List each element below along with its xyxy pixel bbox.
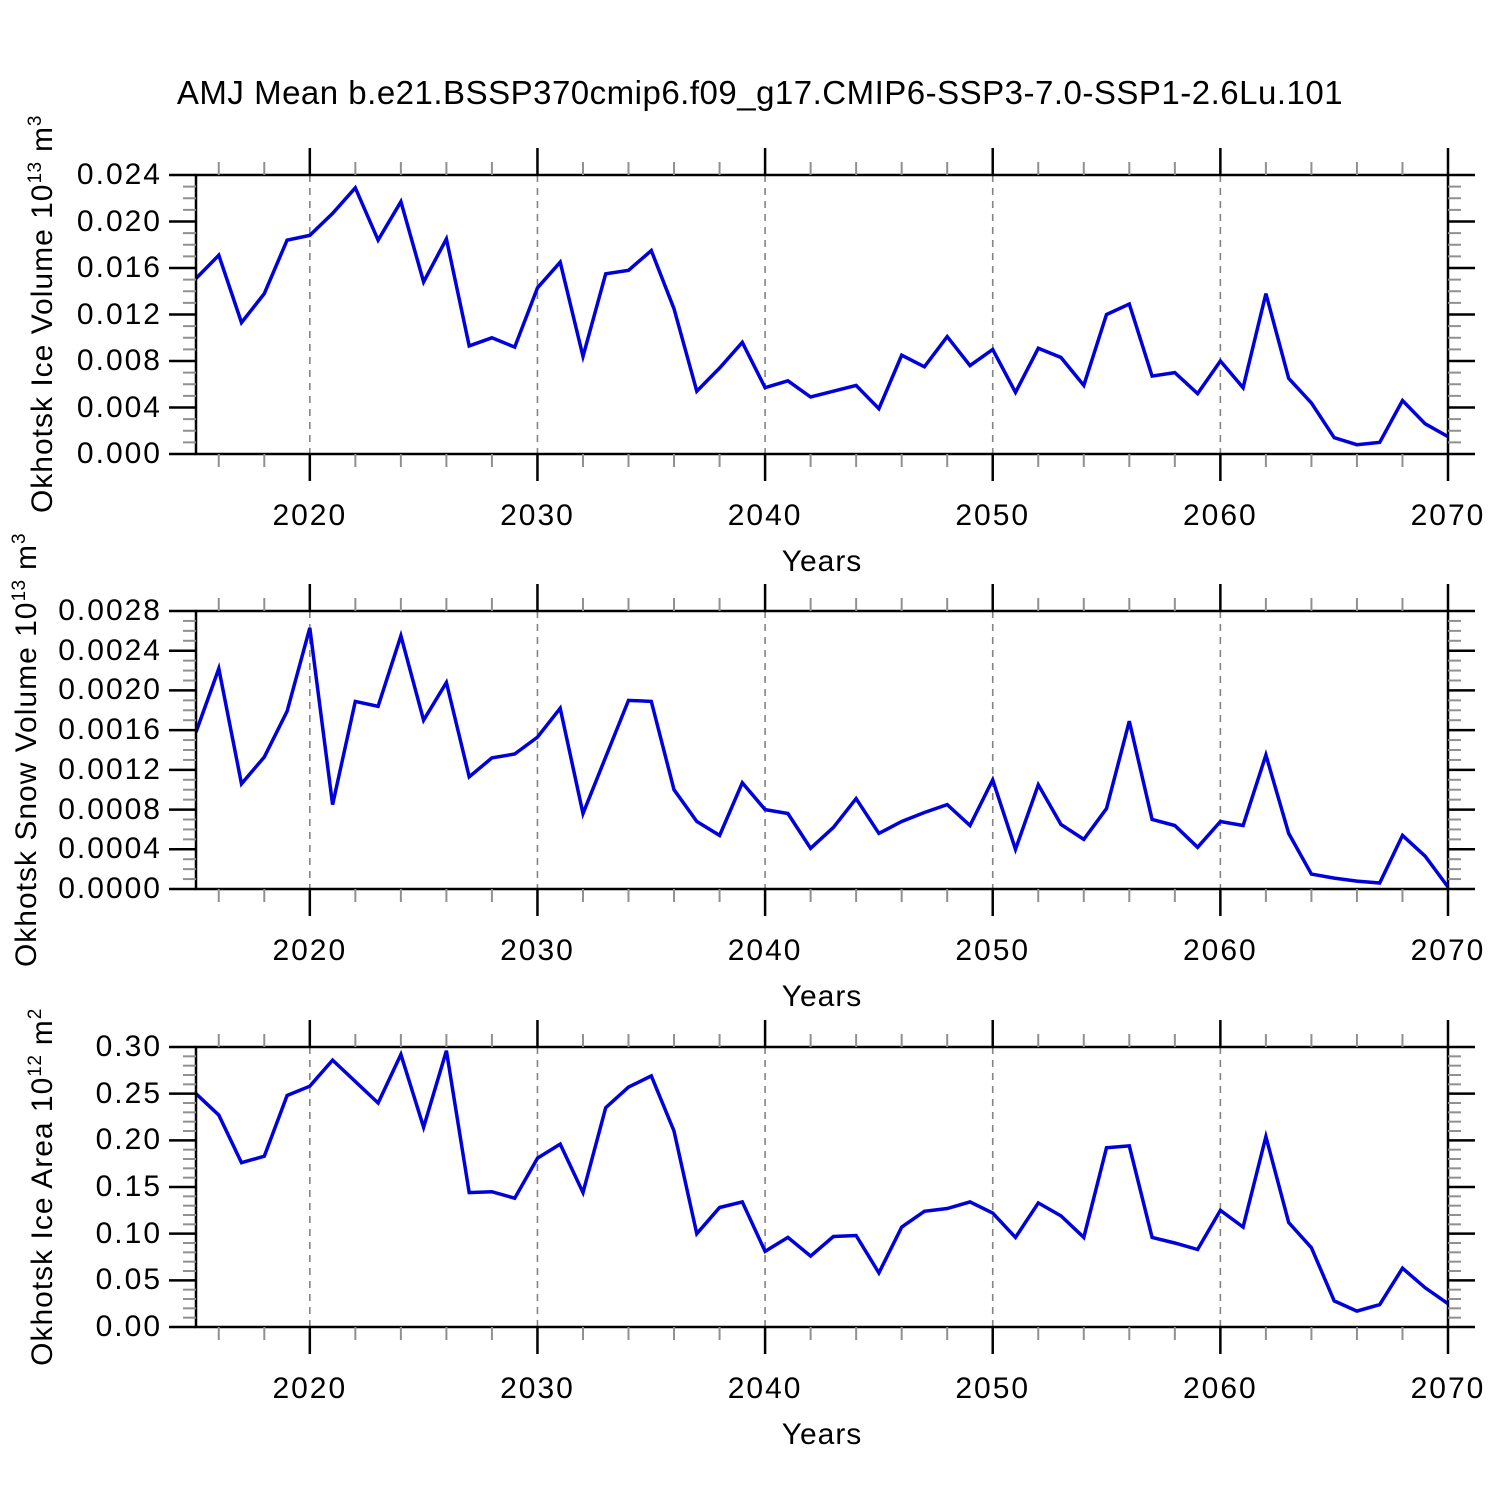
y-tick-label: 0.15 [95, 1170, 162, 1203]
x-tick-label: 2050 [955, 934, 1031, 967]
x-tick-label: 2050 [955, 1372, 1031, 1405]
x-tick-label: 2030 [500, 1372, 575, 1405]
y-tick-label: 0.0016 [58, 713, 162, 747]
x-tick-label: 2030 [500, 499, 575, 532]
y-tick-label: 0.0000 [58, 872, 162, 905]
y-tick-label: 0.024 [76, 158, 162, 191]
okhotsk-snow-volume-line [194, 627, 1450, 889]
x-tick-label: 2030 [500, 934, 575, 967]
y-tick-label: 0.000 [76, 437, 162, 470]
x-axis-label-panel-3: Years [781, 1418, 863, 1451]
y-tick-label: 0.0008 [58, 792, 162, 826]
x-tick-label: 2070 [1410, 1372, 1486, 1405]
x-tick-label: 2020 [272, 499, 348, 532]
x-tick-label: 2070 [1410, 499, 1486, 532]
y-tick-label: 0.0004 [58, 832, 162, 866]
x-axis-label-panel-1: Years [781, 545, 863, 578]
x-tick-label: 2060 [1182, 1372, 1258, 1405]
y-tick-label: 0.30 [95, 1030, 162, 1063]
y-tick-label: 0.016 [76, 251, 162, 284]
x-tick-label: 2050 [955, 499, 1031, 532]
x-axis-label-panel-2: Years [781, 980, 863, 1013]
x-tick-label: 2040 [727, 1372, 803, 1405]
y-tick-label: 0.10 [95, 1216, 162, 1250]
y-tick-label: 0.25 [95, 1076, 162, 1110]
y-tick-label: 0.20 [95, 1123, 162, 1157]
y-tick-label: 0.0024 [58, 633, 162, 667]
okhotsk-ice-volume-line [194, 184, 1449, 447]
x-tick-label: 2040 [727, 934, 803, 967]
y-tick-label: 0.0012 [58, 752, 162, 786]
y-tick-label: 0.0028 [58, 594, 162, 627]
y-axis-title-unit: m [10, 544, 43, 580]
y-tick-label: 0.0020 [58, 673, 162, 707]
y-tick-label: 0.020 [76, 204, 162, 238]
x-tick-label: 2020 [272, 1372, 348, 1405]
y-axis-title-unit-exponent: 3 [9, 532, 30, 545]
x-tick-label: 2060 [1182, 499, 1258, 532]
x-tick-label: 2040 [727, 499, 803, 532]
y-axis-title-unit-exponent: 3 [25, 114, 46, 127]
y-tick-label: 0.012 [76, 297, 162, 331]
y-tick-label: 0.00 [95, 1310, 162, 1343]
x-tick-label: 2070 [1410, 934, 1486, 967]
figure-title: AMJ Mean b.e21.BSSP370cmip6.f09_g17.CMIP… [176, 74, 1344, 111]
y-tick-label: 0.004 [76, 390, 162, 424]
x-tick-label: 2020 [272, 934, 348, 967]
y-tick-label: 0.008 [76, 344, 162, 377]
y-axis-title-unit-exponent: 2 [25, 1008, 46, 1020]
y-tick-label: 0.05 [95, 1263, 162, 1297]
okhotsk-ice-area-line [194, 1049, 1450, 1313]
x-tick-label: 2060 [1182, 934, 1258, 967]
plot-border [194, 609, 1450, 891]
